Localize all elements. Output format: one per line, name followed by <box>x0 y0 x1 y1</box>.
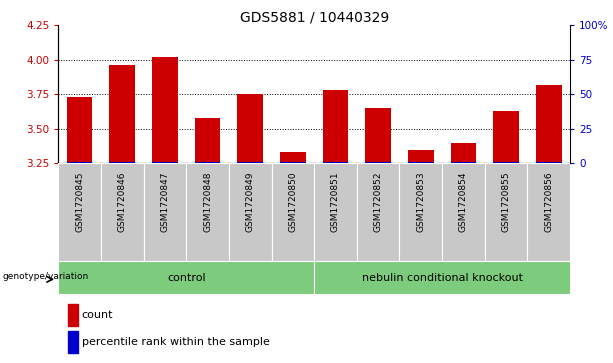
Bar <box>280 152 306 163</box>
Text: GSM1720853: GSM1720853 <box>416 171 425 232</box>
Text: GSM1720851: GSM1720851 <box>331 171 340 232</box>
Bar <box>451 143 476 163</box>
Bar <box>195 118 220 163</box>
Text: percentile rank within the sample: percentile rank within the sample <box>82 337 270 347</box>
Text: GSM1720849: GSM1720849 <box>246 171 254 232</box>
Text: count: count <box>82 310 113 320</box>
Bar <box>400 163 442 261</box>
Bar <box>408 150 433 163</box>
Text: GSM1720854: GSM1720854 <box>459 171 468 232</box>
Bar <box>442 163 485 261</box>
Bar <box>69 304 78 326</box>
Text: GSM1720848: GSM1720848 <box>203 171 212 232</box>
Text: GSM1720855: GSM1720855 <box>501 171 511 232</box>
Bar <box>280 162 306 163</box>
Bar <box>152 57 178 163</box>
Bar <box>67 162 93 163</box>
Bar <box>109 162 135 163</box>
Bar <box>186 163 229 261</box>
Bar <box>322 162 348 163</box>
Bar <box>536 162 562 163</box>
Bar <box>58 163 101 261</box>
Bar <box>109 65 135 163</box>
Bar <box>408 162 433 163</box>
Bar <box>58 261 314 294</box>
Text: control: control <box>167 273 205 283</box>
Text: GSM1720847: GSM1720847 <box>161 171 169 232</box>
Bar <box>101 163 143 261</box>
Bar <box>143 163 186 261</box>
Bar <box>451 162 476 163</box>
Bar <box>237 94 263 163</box>
Bar <box>152 162 178 163</box>
Text: GSM1720852: GSM1720852 <box>374 171 383 232</box>
Bar <box>493 162 519 163</box>
Bar <box>322 90 348 163</box>
Bar <box>314 261 570 294</box>
Bar <box>229 163 272 261</box>
Bar <box>272 163 314 261</box>
Bar <box>67 97 93 163</box>
Bar <box>536 85 562 163</box>
Text: GSM1720845: GSM1720845 <box>75 171 84 232</box>
Bar <box>69 331 78 353</box>
Text: GSM1720846: GSM1720846 <box>118 171 127 232</box>
Bar <box>527 163 570 261</box>
Bar <box>493 111 519 163</box>
Bar <box>314 163 357 261</box>
Bar <box>195 162 220 163</box>
Bar <box>237 162 263 163</box>
Bar <box>357 163 400 261</box>
Text: GSM1720856: GSM1720856 <box>544 171 554 232</box>
Bar <box>485 163 527 261</box>
Text: nebulin conditional knockout: nebulin conditional knockout <box>362 273 523 283</box>
Bar <box>365 108 391 163</box>
Bar <box>365 162 391 163</box>
Text: GSM1720850: GSM1720850 <box>288 171 297 232</box>
Title: GDS5881 / 10440329: GDS5881 / 10440329 <box>240 10 389 24</box>
Text: genotype/variation: genotype/variation <box>3 272 89 281</box>
